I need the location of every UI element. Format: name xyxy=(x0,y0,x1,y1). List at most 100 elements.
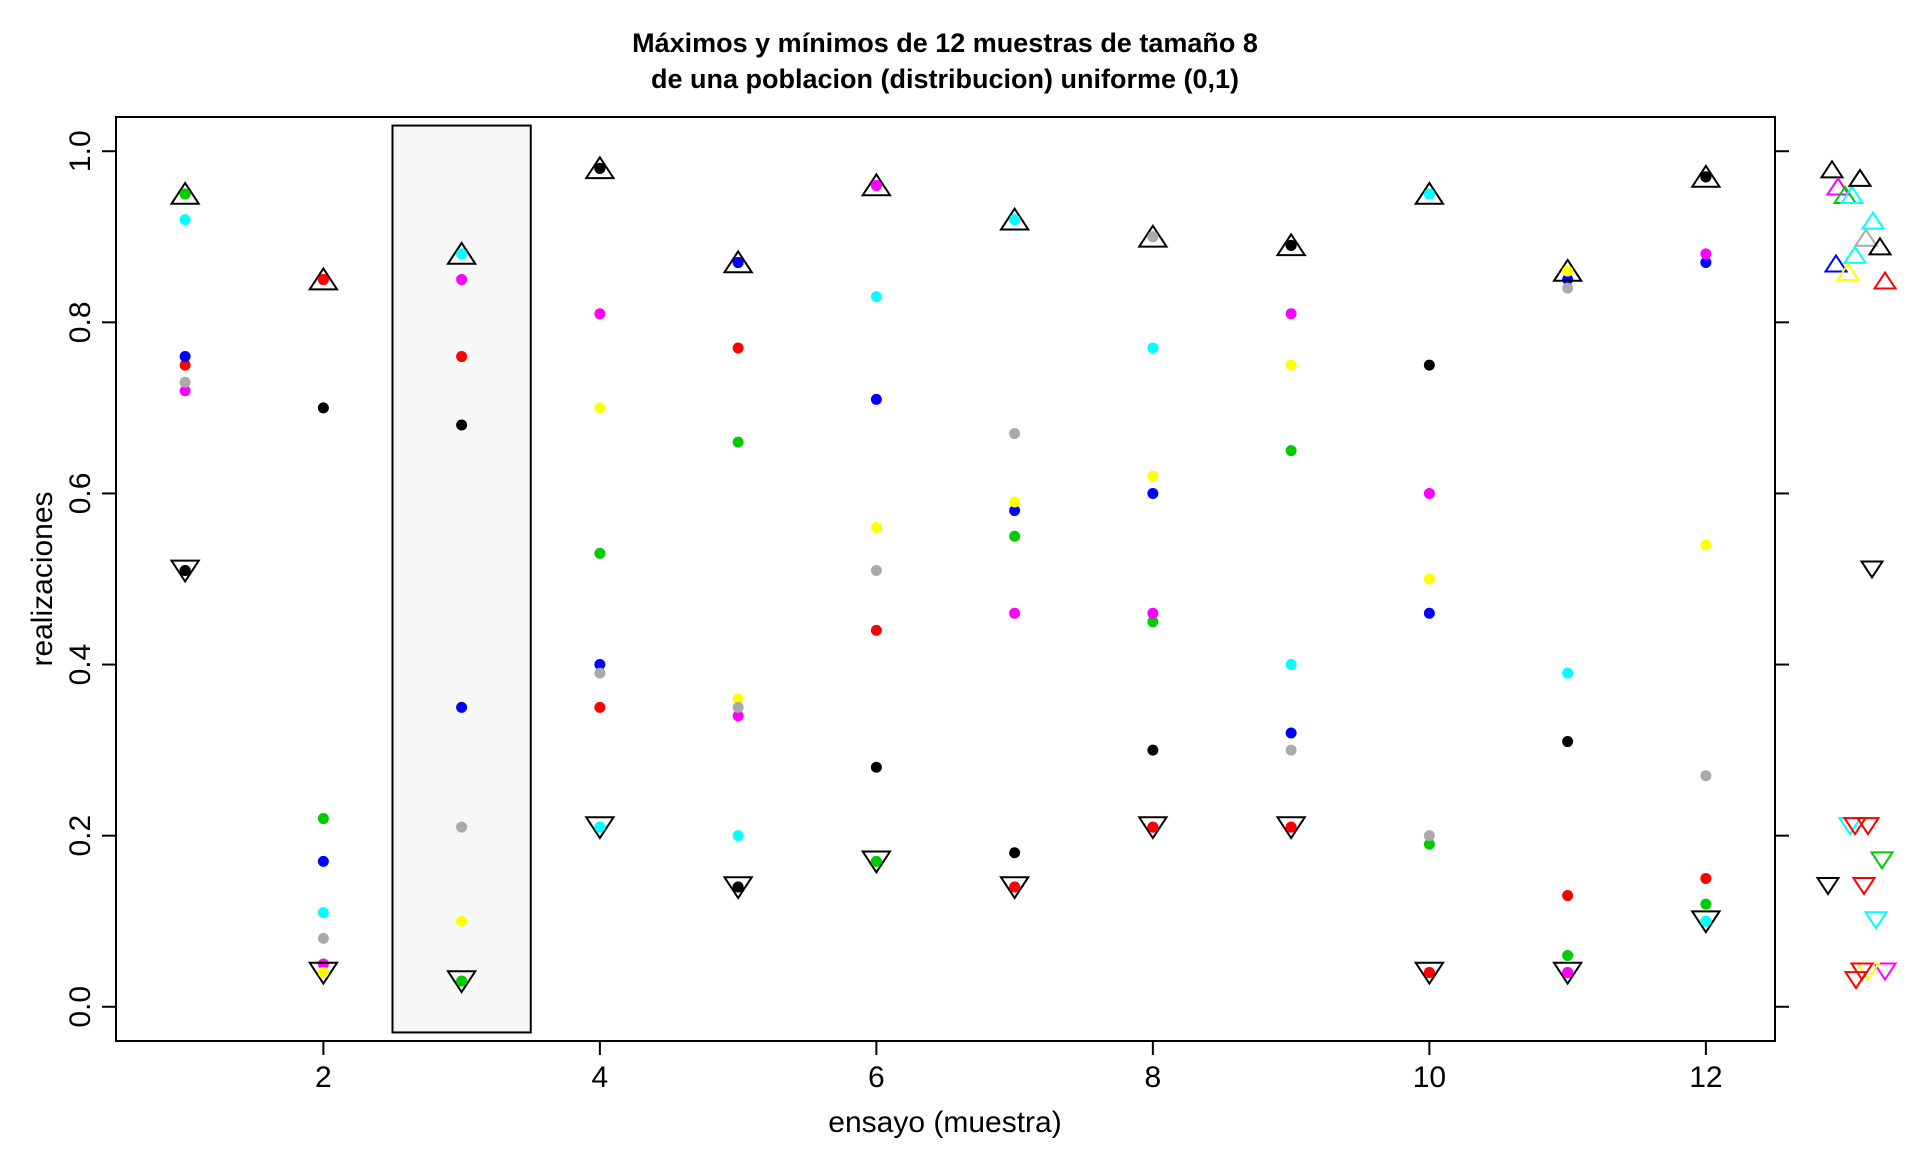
max-triangle xyxy=(722,249,754,274)
max-triangle xyxy=(446,241,478,265)
data-point xyxy=(1423,607,1435,619)
data-point xyxy=(870,291,882,303)
data-point xyxy=(732,830,744,842)
min-point xyxy=(1147,821,1159,833)
data-point xyxy=(732,710,744,722)
data-point xyxy=(456,701,468,713)
data-point xyxy=(594,701,606,713)
max-triangle xyxy=(860,172,892,197)
margin-max-triangle xyxy=(1825,176,1851,196)
margin-max-triangle xyxy=(1819,159,1845,179)
data-point xyxy=(317,907,329,919)
min-point xyxy=(870,855,882,867)
data-point xyxy=(1285,659,1297,671)
data-point xyxy=(1700,256,1712,268)
data-point xyxy=(870,393,882,405)
data-point xyxy=(1285,744,1297,756)
max-point xyxy=(732,256,744,268)
data-point xyxy=(1700,872,1712,884)
max-triangle xyxy=(169,181,201,205)
data-point xyxy=(1147,470,1159,482)
y-tick-label: 0.0 xyxy=(64,986,97,1028)
data-point xyxy=(1562,890,1574,902)
data-point xyxy=(1562,949,1574,961)
data-point xyxy=(1147,607,1159,619)
data-point xyxy=(1285,445,1297,457)
min-point xyxy=(1562,967,1574,979)
data-point xyxy=(1285,727,1297,739)
margin-min-triangle xyxy=(1815,877,1841,896)
data-point xyxy=(317,813,329,825)
x-axis-label: ensayo (muestra) xyxy=(828,1106,1061,1139)
margin-min-triangle xyxy=(1863,911,1889,931)
data-point xyxy=(1009,496,1021,508)
margin-min-triangle xyxy=(1843,971,1869,990)
data-point xyxy=(1562,282,1574,294)
max-point xyxy=(317,274,329,286)
data-point xyxy=(456,351,468,363)
data-point xyxy=(456,274,468,286)
max-triangle xyxy=(584,155,616,180)
min-point xyxy=(179,564,191,576)
data-point xyxy=(870,624,882,636)
min-triangle xyxy=(722,876,754,900)
data-point xyxy=(1423,573,1435,585)
data-point xyxy=(179,385,191,397)
axes-layer: 2 4 6 8 10 12 0.0 0.2 0.4 0.6 0.8 1.0 xyxy=(64,130,1789,1094)
x-tick-label: 12 xyxy=(1689,1061,1722,1094)
max-point xyxy=(1009,214,1021,226)
max-point xyxy=(1147,231,1159,243)
min-point xyxy=(1009,881,1021,893)
margin-max-triangle xyxy=(1842,245,1868,264)
max-point xyxy=(179,188,191,200)
margin-max-triangle xyxy=(1823,253,1849,273)
margin-layer xyxy=(1815,159,1898,990)
max-triangle xyxy=(307,266,339,291)
data-point xyxy=(594,308,606,320)
margin-max-triangle xyxy=(1860,210,1886,230)
data-point xyxy=(1562,667,1574,679)
max-triangle xyxy=(1413,181,1445,205)
y-tick-label: 1.0 xyxy=(64,130,97,172)
min-triangle xyxy=(1552,961,1584,986)
data-point xyxy=(1147,616,1159,628)
margin-max-triangle xyxy=(1847,168,1873,187)
margin-min-triangle xyxy=(1842,817,1868,836)
chart-title: Máximos y mínimos de 12 muestras de tama… xyxy=(632,28,1258,58)
data-point xyxy=(594,402,606,414)
margin-min-triangle xyxy=(1859,560,1885,580)
min-triangle xyxy=(1137,816,1169,840)
data-point xyxy=(1423,487,1435,499)
highlight-layer xyxy=(391,124,532,1034)
y-tick-label: 0.2 xyxy=(64,815,97,857)
margin-max-triangle xyxy=(1835,262,1861,281)
data-point xyxy=(1009,847,1021,859)
min-triangle xyxy=(999,876,1031,900)
chart-subtitle: de una poblacion (distribucion) uniforme… xyxy=(651,64,1239,94)
data-point xyxy=(732,693,744,705)
max-triangle xyxy=(1690,164,1722,188)
margin-max-triangle xyxy=(1853,227,1879,247)
min-triangle xyxy=(1690,910,1722,935)
data-point xyxy=(1009,607,1021,619)
data-point xyxy=(594,659,606,671)
data-point xyxy=(1147,342,1159,354)
max-point xyxy=(456,248,468,260)
data-point xyxy=(870,564,882,576)
data-point xyxy=(456,821,468,833)
data-point xyxy=(179,214,191,226)
data-point xyxy=(456,915,468,927)
max-triangle xyxy=(999,206,1031,231)
y-tick-label: 0.8 xyxy=(64,301,97,343)
data-point xyxy=(317,855,329,867)
data-point xyxy=(870,761,882,773)
data-point xyxy=(1009,428,1021,440)
plot-frame xyxy=(115,116,1776,1042)
data-point xyxy=(317,932,329,944)
max-point xyxy=(594,162,606,174)
max-triangle xyxy=(1275,232,1307,257)
data-point xyxy=(179,376,191,388)
data-point xyxy=(1562,736,1574,748)
